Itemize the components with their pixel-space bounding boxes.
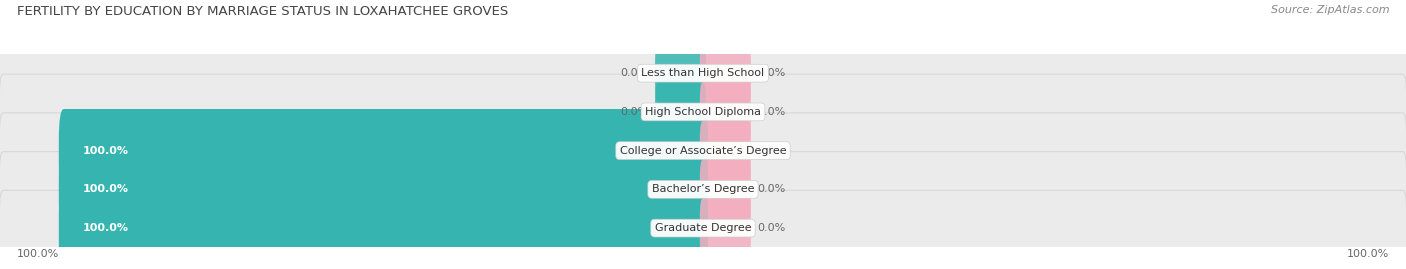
Text: 100.0%: 100.0%: [1347, 249, 1389, 259]
FancyBboxPatch shape: [700, 198, 751, 258]
Text: FERTILITY BY EDUCATION BY MARRIAGE STATUS IN LOXAHATCHEE GROVES: FERTILITY BY EDUCATION BY MARRIAGE STATU…: [17, 5, 508, 18]
FancyBboxPatch shape: [700, 43, 751, 103]
Text: 0.0%: 0.0%: [758, 146, 786, 156]
Text: 0.0%: 0.0%: [758, 184, 786, 194]
Text: 0.0%: 0.0%: [758, 107, 786, 117]
Text: 0.0%: 0.0%: [620, 68, 648, 78]
FancyBboxPatch shape: [655, 43, 706, 103]
FancyBboxPatch shape: [0, 36, 1406, 111]
Text: 0.0%: 0.0%: [620, 107, 648, 117]
Text: 100.0%: 100.0%: [83, 184, 129, 194]
Text: College or Associate’s Degree: College or Associate’s Degree: [620, 146, 786, 156]
Text: Source: ZipAtlas.com: Source: ZipAtlas.com: [1271, 5, 1389, 15]
FancyBboxPatch shape: [700, 159, 751, 220]
FancyBboxPatch shape: [59, 186, 709, 269]
FancyBboxPatch shape: [655, 82, 706, 142]
Text: Bachelor’s Degree: Bachelor’s Degree: [652, 184, 754, 194]
FancyBboxPatch shape: [0, 190, 1406, 266]
Text: 0.0%: 0.0%: [758, 68, 786, 78]
FancyBboxPatch shape: [0, 113, 1406, 188]
FancyBboxPatch shape: [59, 148, 709, 231]
FancyBboxPatch shape: [0, 74, 1406, 150]
Text: Graduate Degree: Graduate Degree: [655, 223, 751, 233]
Text: 100.0%: 100.0%: [83, 223, 129, 233]
Text: 100.0%: 100.0%: [83, 146, 129, 156]
FancyBboxPatch shape: [59, 109, 709, 192]
Text: 100.0%: 100.0%: [17, 249, 59, 259]
FancyBboxPatch shape: [700, 121, 751, 181]
FancyBboxPatch shape: [700, 82, 751, 142]
Text: Less than High School: Less than High School: [641, 68, 765, 78]
Text: 0.0%: 0.0%: [758, 223, 786, 233]
Text: High School Diploma: High School Diploma: [645, 107, 761, 117]
FancyBboxPatch shape: [0, 152, 1406, 227]
